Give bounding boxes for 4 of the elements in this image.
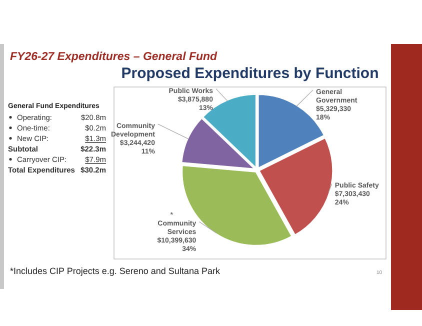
chart-title: FY26-27 Expenditures – General Fund: [10, 51, 218, 63]
chart-subtitle: Proposed Expenditures by Function: [121, 65, 379, 82]
text: *Includes CIP Projects e.g. Sereno and Sultana Park: [10, 266, 220, 276]
text: *: [170, 210, 174, 220]
